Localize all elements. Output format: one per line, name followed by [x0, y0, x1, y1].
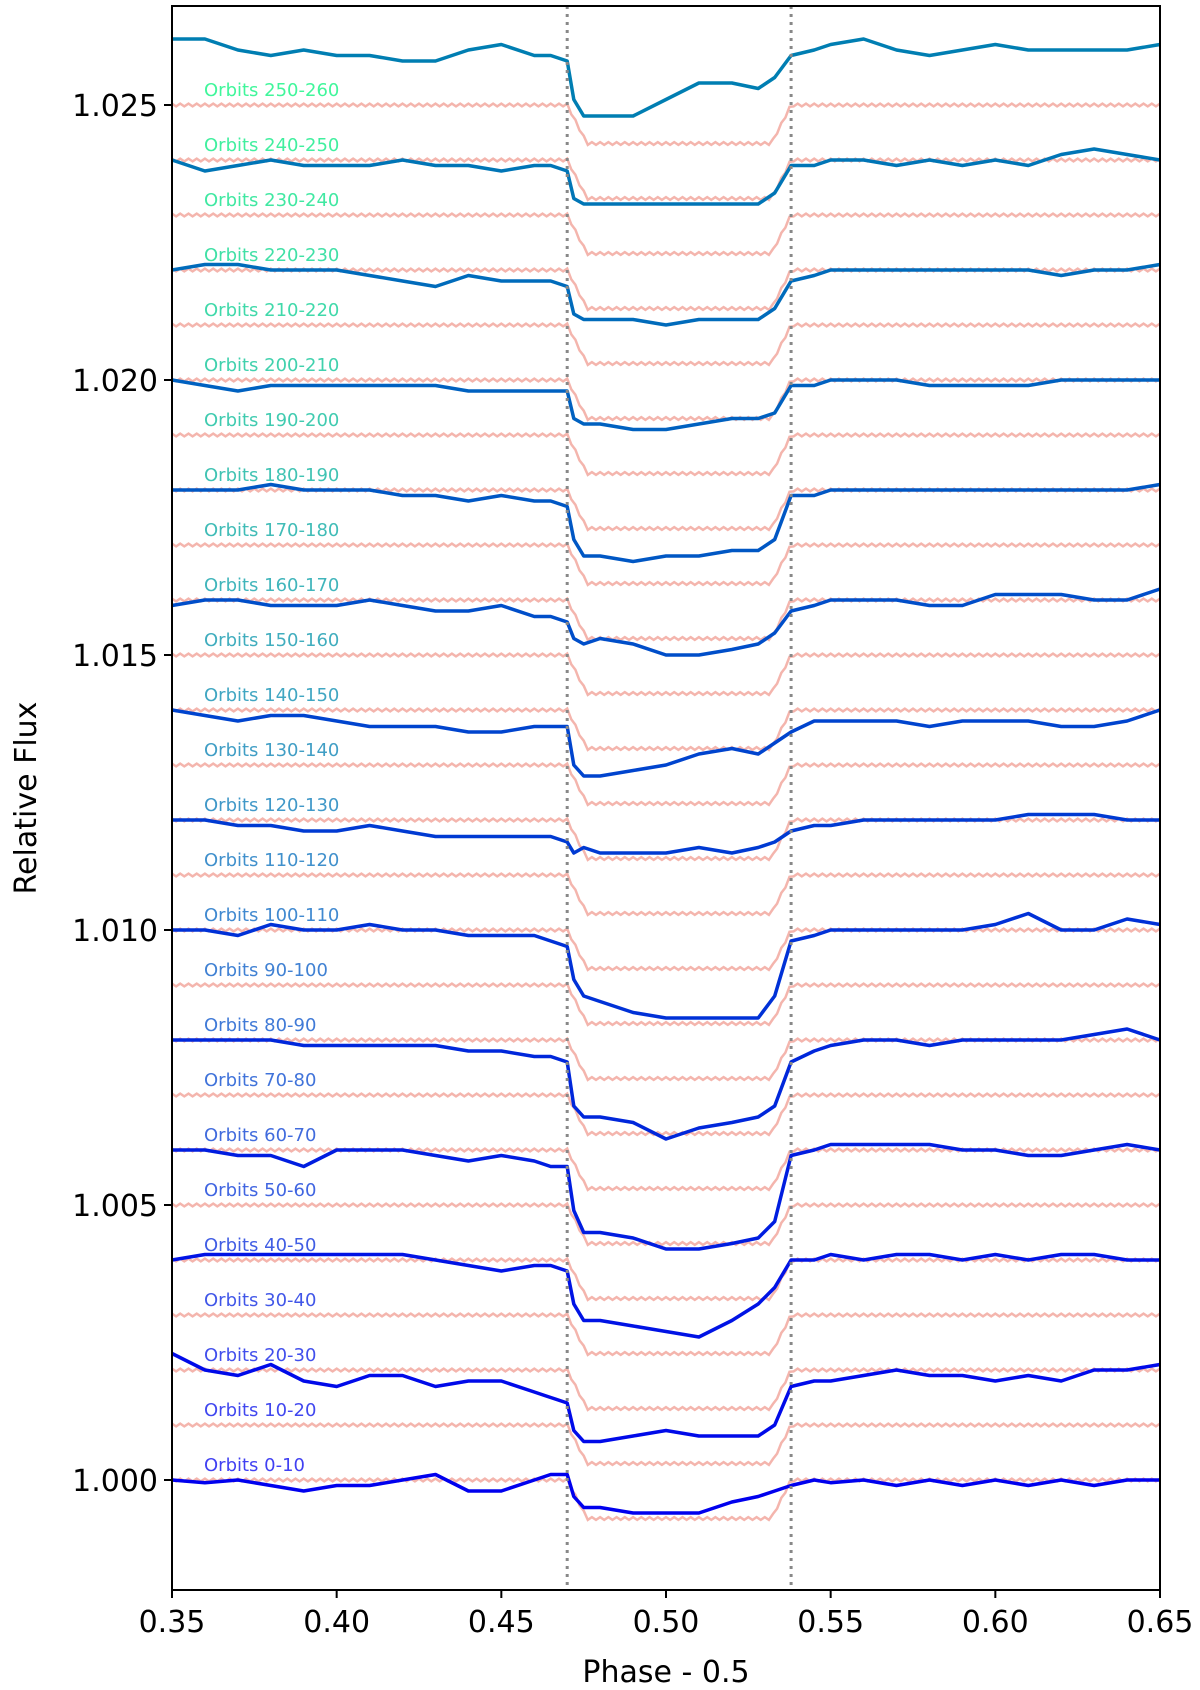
series-label: Orbits 150-160: [204, 630, 339, 651]
x-axis-title: Phase - 0.5: [582, 1655, 749, 1690]
series-line: [172, 1142, 1161, 1251]
series-label: Orbits 90-100: [204, 960, 328, 981]
series-line: [171, 587, 1161, 657]
series-label: Orbits 190-200: [204, 410, 339, 431]
data-series-layer: [171, 37, 1161, 1515]
model-curve: [171, 431, 1161, 477]
model-curve: [171, 1311, 1161, 1357]
model-curve: [171, 101, 1161, 147]
model-curve: [171, 1201, 1161, 1247]
series-label: Orbits 220-230: [204, 245, 339, 266]
x-tick-label: 0.45: [468, 1605, 535, 1640]
series-line: [172, 812, 1160, 855]
series-label: Orbits 250-260: [204, 80, 339, 101]
x-tick-label: 0.40: [303, 1605, 370, 1640]
model-curve: [171, 541, 1161, 587]
series-label: Orbits 240-250: [204, 135, 339, 156]
series-label: Orbits 0-10: [204, 1455, 305, 1476]
series-line: [171, 378, 1160, 432]
series-line: [171, 1472, 1160, 1515]
model-curve: [171, 761, 1161, 807]
series-label: Orbits 30-40: [204, 1290, 316, 1311]
x-tick-label: 0.50: [633, 1605, 700, 1640]
model-curve: [171, 1421, 1161, 1467]
series-label: Orbits 200-210: [204, 355, 339, 376]
x-tick-label: 0.35: [139, 1605, 206, 1640]
series-label: Orbits 230-240: [204, 190, 339, 211]
model-curve: [171, 871, 1161, 917]
series-label: Orbits 210-220: [204, 300, 339, 321]
series-label: Orbits 180-190: [204, 465, 339, 486]
model-curve: [171, 706, 1161, 752]
series-label: Orbits 100-110: [204, 905, 339, 926]
series-label: Orbits 80-90: [204, 1015, 316, 1036]
series-label: Orbits 50-60: [204, 1180, 316, 1201]
axis-ticks-layer: 0.35 0.40 0.45 0.50 0.55 0.60 0.65 1.000 1.005 1.…: [72, 89, 1193, 1640]
series-line: [171, 147, 1161, 206]
series-line: [171, 262, 1161, 327]
y-tick-label: 1.025: [72, 89, 158, 124]
x-tick-label: 0.65: [1127, 1605, 1194, 1640]
y-tick-label: 1.020: [72, 364, 158, 399]
model-curve: [171, 981, 1161, 1027]
model-curve: [171, 596, 1161, 642]
series-label: Orbits 70-80: [204, 1070, 316, 1091]
y-tick-label: 1.005: [72, 1189, 158, 1224]
model-curve: [171, 321, 1161, 367]
series-line: [172, 1027, 1161, 1141]
model-curve: [171, 651, 1161, 697]
model-curve: [171, 1091, 1161, 1137]
series-label: Orbits 130-140: [204, 740, 339, 761]
series-line: [172, 482, 1161, 564]
y-tick-label: 1.015: [72, 639, 158, 674]
y-tick-label: 1.000: [72, 1464, 158, 1499]
series-label: Orbits 60-70: [204, 1125, 316, 1146]
series-line: [171, 1351, 1161, 1444]
series-line: [171, 1252, 1160, 1339]
model-curve: [171, 376, 1161, 422]
series-labels-layer: Orbits 0-10 Orbits 10-20 Orbits 20-30 Orbit…: [204, 80, 339, 1476]
series-line: [172, 911, 1161, 1020]
series-label: Orbits 160-170: [204, 575, 339, 596]
series-label: Orbits 120-130: [204, 795, 339, 816]
x-tick-label: 0.55: [797, 1605, 864, 1640]
model-curve: [171, 1256, 1161, 1302]
series-label: Orbits 110-120: [204, 850, 339, 871]
vertical-markers-layer: [565, 6, 793, 1590]
y-tick-label: 1.010: [72, 914, 158, 949]
x-tick-label: 0.60: [962, 1605, 1029, 1640]
model-curve: [171, 211, 1161, 257]
series-label: Orbits 170-180: [204, 520, 339, 541]
series-label: Orbits 20-30: [204, 1345, 316, 1366]
series-label: Orbits 40-50: [204, 1235, 316, 1256]
series-label: Orbits 10-20: [204, 1400, 316, 1421]
series-line: [171, 708, 1161, 778]
series-label: Orbits 140-150: [204, 685, 339, 706]
y-axis-title: Relative Flux: [9, 702, 44, 895]
model-curve: [171, 1366, 1161, 1412]
series-line: [172, 37, 1161, 118]
model-curve: [171, 1146, 1161, 1192]
